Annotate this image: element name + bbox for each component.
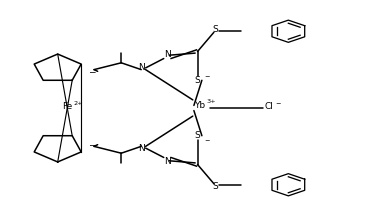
Text: −: −: [204, 137, 209, 143]
Text: 3+: 3+: [206, 99, 216, 104]
Text: S: S: [213, 182, 219, 191]
Text: −: −: [89, 67, 96, 76]
Text: −: −: [204, 73, 209, 79]
Text: Fe: Fe: [61, 102, 72, 111]
Text: S: S: [194, 131, 200, 140]
Text: −: −: [275, 101, 280, 106]
Text: N: N: [164, 50, 171, 59]
Text: S: S: [213, 25, 219, 34]
Text: N: N: [138, 144, 145, 152]
Text: −: −: [89, 140, 96, 149]
Text: S: S: [194, 76, 200, 85]
Text: 2+: 2+: [74, 101, 83, 106]
Text: Yb: Yb: [194, 101, 205, 110]
Text: N: N: [164, 157, 171, 166]
Text: Cl: Cl: [264, 102, 273, 111]
Text: N: N: [138, 64, 145, 72]
